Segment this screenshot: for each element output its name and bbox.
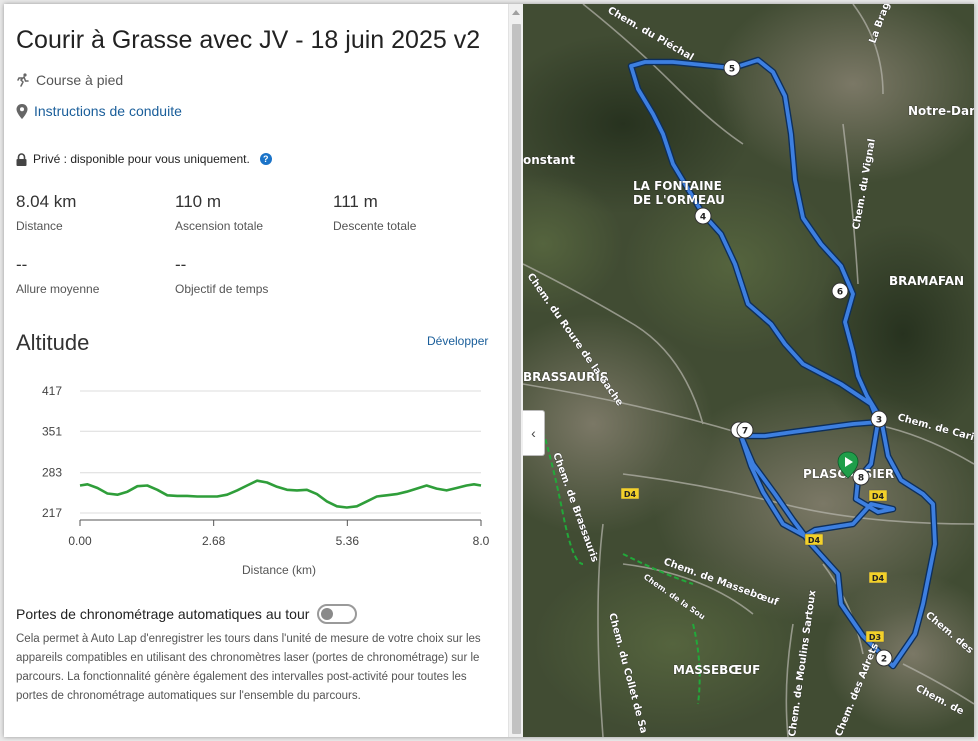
altitude-series-line xyxy=(79,479,482,509)
svg-text:D3: D3 xyxy=(869,633,881,642)
y-tick-label: 417 xyxy=(42,384,62,398)
course-page: Courir à Grasse avec JV - 18 juin 2025 v… xyxy=(4,4,974,737)
directions-label[interactable]: Instructions de conduite xyxy=(34,103,182,119)
stat-value: 110 m xyxy=(175,192,221,211)
place-label: MASSEBŒUF xyxy=(673,663,760,677)
auto-lap-description: Cela permet à Auto Lap d'enregistrer les… xyxy=(16,633,481,702)
place-label: BRASSAURIS xyxy=(523,370,608,384)
stat-label: Ascension totale xyxy=(175,219,264,233)
route-map[interactable]: D4 D4 D4 D4 D3 LA FONTAINE DE L'ORMEAU B… xyxy=(523,4,974,737)
svg-text:3: 3 xyxy=(876,416,882,426)
waypoint-5: 5 xyxy=(723,59,741,77)
auto-lap-label: Portes de chronométrage automatiques au … xyxy=(16,606,310,622)
road-badge: D4 xyxy=(868,571,888,584)
running-icon xyxy=(16,73,30,87)
road-badge: D3 xyxy=(865,630,885,643)
activity-label: Course à pied xyxy=(36,72,124,88)
privacy-status: Privé : disponible pour vous uniquement.… xyxy=(16,152,272,166)
svg-text:5: 5 xyxy=(729,65,735,75)
auto-lap-toggle[interactable] xyxy=(317,604,358,624)
stat-label: Descente totale xyxy=(333,219,417,233)
y-tick-label: 351 xyxy=(42,424,62,438)
terrain-texture xyxy=(523,4,974,734)
svg-text:D4: D4 xyxy=(808,536,821,545)
chevron-left-icon[interactable]: ‹ xyxy=(523,410,545,456)
road-badges: D4 D4 D4 D4 D3 xyxy=(620,487,888,643)
place-label: DE L'ORMEAU xyxy=(633,193,725,207)
place-label: onstant xyxy=(523,153,575,167)
waypoint-6: 6 xyxy=(831,282,849,300)
stat-total-descent: 111 m Descente totale xyxy=(333,192,416,233)
stat-distance: 8.04 km Distance xyxy=(16,192,76,233)
x-tick-label: 5.36 xyxy=(336,534,360,548)
course-title: Courir à Grasse avec JV - 18 juin 2025 v… xyxy=(16,26,481,54)
y-tick-label: 283 xyxy=(42,466,62,480)
map-pin-icon xyxy=(16,103,28,119)
privacy-label: Privé : disponible pour vous uniquement. xyxy=(33,152,250,166)
expand-link[interactable]: Développer xyxy=(427,334,489,348)
stat-label: Distance xyxy=(16,219,63,233)
svg-text:2: 2 xyxy=(881,655,887,665)
x-tick-label: 0.00 xyxy=(68,534,92,548)
toggle-knob xyxy=(321,608,334,620)
svg-text:7: 7 xyxy=(742,427,748,437)
stat-total-ascent: 110 m Ascension totale xyxy=(175,192,263,233)
lock-icon xyxy=(16,152,27,166)
x-axis-label: Distance (km) xyxy=(242,563,316,577)
altitude-title: Altitude xyxy=(16,330,90,355)
svg-text:8: 8 xyxy=(858,474,864,484)
waypoint-markers[interactable]: 2 3 4 5 6 7 8 xyxy=(694,59,893,667)
waypoint-4: 4 xyxy=(694,207,712,225)
waypoint-8: 8 xyxy=(852,468,870,486)
y-tick-label: 217 xyxy=(42,506,62,520)
stat-average-pace: -- Allure moyenne xyxy=(16,255,99,296)
altitude-chart: 417 351 283 217 0.00 2.68 5.36 8.0 Distance (km… xyxy=(42,384,490,577)
stat-value: 8.04 km xyxy=(16,192,77,211)
x-tick-label: 2.68 xyxy=(202,534,226,548)
x-tick-label: 8.0 xyxy=(473,534,490,548)
svg-text:D4: D4 xyxy=(872,492,885,501)
question-icon[interactable]: ? xyxy=(259,153,272,165)
stat-time-goal: -- Objectif de temps xyxy=(175,255,268,296)
place-label: BRAMAFAN xyxy=(889,274,964,288)
start-flag-icon[interactable] xyxy=(837,451,859,479)
svg-text:D4: D4 xyxy=(872,574,885,583)
road-badge: D4 xyxy=(868,489,888,502)
satellite-map[interactable]: D4 D4 D4 D4 D3 LA FONTAINE DE L'ORMEAU B… xyxy=(523,4,974,737)
road-badge: D4 xyxy=(804,533,824,546)
svg-text:6: 6 xyxy=(837,288,843,298)
driving-directions-link[interactable]: Instructions de conduite xyxy=(16,103,182,119)
stat-value: 111 m xyxy=(333,192,378,211)
course-details-panel: Courir à Grasse avec JV - 18 juin 2025 v… xyxy=(4,4,508,737)
stat-label: Objectif de temps xyxy=(175,282,269,296)
stat-label: Allure moyenne xyxy=(16,282,100,296)
place-label: Notre-Dan xyxy=(908,104,974,118)
auto-lap-setting: Portes de chronométrage automatiques au … xyxy=(16,604,358,624)
waypoint-7: 7 xyxy=(730,421,754,439)
stat-value: -- xyxy=(175,255,187,274)
waypoint-2: 2 xyxy=(875,649,893,667)
place-label: LA FONTAINE xyxy=(633,179,722,193)
scrollbar-thumb[interactable] xyxy=(512,24,521,734)
waypoint-3: 3 xyxy=(870,410,888,428)
svg-text:D4: D4 xyxy=(624,490,637,499)
stat-value: -- xyxy=(16,255,28,274)
panel-scrollbar[interactable] xyxy=(508,4,523,737)
activity-type: Course à pied xyxy=(16,72,123,88)
road-badge: D4 xyxy=(620,487,640,500)
svg-text:4: 4 xyxy=(700,213,706,223)
scroll-up-arrow-icon[interactable] xyxy=(512,10,520,15)
